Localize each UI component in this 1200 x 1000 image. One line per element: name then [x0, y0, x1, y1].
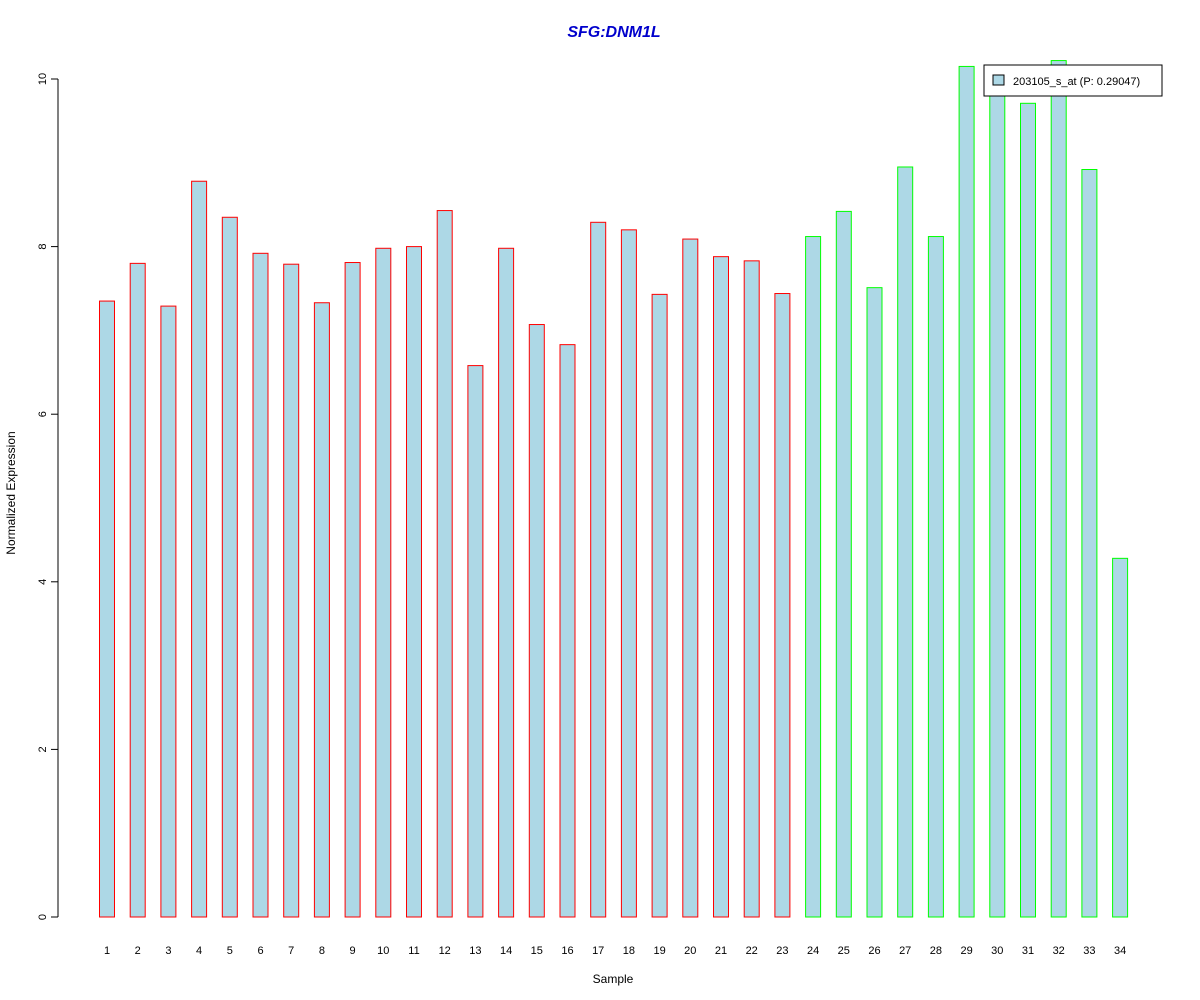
x-tick-label: 20	[684, 945, 696, 957]
x-tick-label: 7	[288, 945, 294, 957]
x-tick-label: 18	[623, 945, 635, 957]
bar	[313, 302, 330, 918]
x-tick-label: 34	[1114, 945, 1126, 957]
bar	[99, 300, 115, 918]
x-tick-label: 31	[1022, 945, 1034, 957]
y-tick-label: 0	[37, 914, 49, 920]
bar-group	[99, 60, 1129, 918]
y-tick-label: 10	[37, 73, 49, 85]
y-tick-label: 2	[37, 746, 49, 752]
chart-title: SFG:DNM1L	[567, 24, 660, 41]
bar	[1020, 102, 1036, 918]
bar	[1112, 557, 1129, 918]
bar	[1081, 169, 1098, 918]
bar	[375, 247, 392, 918]
y-tick-label: 8	[37, 244, 49, 250]
bar	[436, 210, 453, 918]
x-tick-label: 21	[715, 945, 727, 957]
bar	[406, 246, 422, 918]
bar	[897, 166, 914, 918]
x-tick-label: 33	[1083, 945, 1095, 957]
x-tick-label: 14	[500, 945, 512, 957]
bar	[651, 293, 668, 918]
x-tick-label: 13	[469, 945, 481, 957]
bar	[528, 324, 545, 918]
x-tick-label: 2	[135, 945, 141, 957]
bar	[498, 247, 515, 918]
x-tick-label: 4	[196, 945, 202, 957]
legend-label: 203105_s_at (P: 0.29047)	[1013, 76, 1140, 88]
x-tick-label: 17	[592, 945, 604, 957]
x-tick-label: 5	[227, 945, 233, 957]
x-tick-label: 11	[408, 945, 419, 957]
bar	[1050, 60, 1067, 918]
legend: 203105_s_at (P: 0.29047)	[983, 64, 1163, 97]
bar	[160, 305, 177, 918]
y-tick-label: 4	[37, 579, 49, 585]
x-axis-label: Sample	[593, 972, 634, 986]
bar	[620, 229, 637, 918]
x-tick-label: 25	[838, 945, 850, 957]
x-tick-label: 6	[257, 945, 263, 957]
bar	[191, 180, 208, 918]
legend-box	[983, 64, 1163, 97]
x-tick-label: 19	[653, 945, 665, 957]
x-tick-label: 10	[377, 945, 389, 957]
y-tick-label: 6	[37, 411, 49, 417]
x-tick-label: 16	[561, 945, 573, 957]
x-tick-label: 15	[531, 945, 543, 957]
bar	[467, 365, 484, 918]
bar	[221, 216, 238, 918]
legend-swatch	[992, 74, 1005, 86]
bar	[835, 210, 852, 918]
bar	[283, 263, 300, 918]
bar	[682, 238, 699, 918]
x-tick-label: 12	[439, 945, 451, 957]
y-axis-label: Normalized Expression	[4, 431, 18, 554]
x-tick-label: 29	[960, 945, 972, 957]
bar	[805, 236, 822, 918]
bar	[252, 252, 269, 918]
bar	[774, 293, 791, 918]
x-tick-label: 32	[1053, 945, 1065, 957]
x-tick-label: 23	[776, 945, 788, 957]
x-tick-label: 9	[350, 945, 356, 957]
bar	[743, 260, 760, 918]
bar	[344, 262, 361, 918]
x-axis-tick-labels: 1 2 3 4 5 6 7 8 9 10 11 12 13 14 15 16 17 18 19 20 21 22 23 24 2…	[104, 945, 1126, 957]
bar	[590, 221, 607, 918]
x-tick-label: 27	[899, 945, 911, 957]
x-tick-label: 3	[165, 945, 171, 957]
x-tick-label: 26	[868, 945, 880, 957]
x-tick-label: 28	[930, 945, 942, 957]
bar	[927, 236, 944, 918]
x-tick-label: 24	[807, 945, 819, 957]
x-tick-label: 1	[104, 945, 110, 957]
bar	[559, 344, 576, 918]
bar	[958, 65, 975, 918]
x-tick-label: 30	[991, 945, 1003, 957]
y-axis: 0 2 4 6 8 10	[37, 73, 59, 920]
bar	[713, 256, 729, 918]
bar	[989, 81, 1006, 918]
bar	[129, 262, 146, 918]
bar	[866, 287, 883, 918]
x-tick-label: 22	[746, 945, 758, 957]
x-tick-label: 8	[319, 945, 325, 957]
